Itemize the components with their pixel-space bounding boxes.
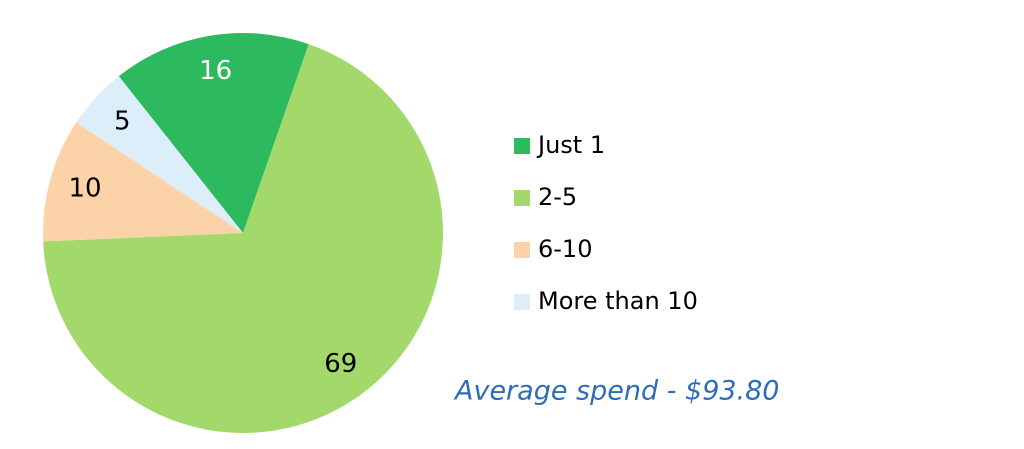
pie-slice	[43, 44, 443, 433]
legend-label: Just 1	[536, 131, 605, 159]
annotation: Average spend - $93.80	[453, 376, 780, 407]
legend-label: 2-5	[538, 183, 577, 211]
data-label: 16	[199, 56, 232, 86]
legend-label: More than 10	[538, 287, 698, 315]
legend-swatch	[514, 190, 530, 206]
data-label: 5	[114, 106, 131, 136]
legend-swatch	[514, 242, 530, 258]
legend-label: 6-10	[538, 235, 592, 263]
pie-slice	[43, 122, 243, 242]
pie-slice	[76, 76, 244, 233]
legend-swatch	[514, 294, 530, 310]
data-label: 10	[68, 173, 101, 203]
pie-slice	[118, 33, 309, 233]
data-label: 69	[324, 349, 357, 379]
legend-swatch	[514, 138, 530, 154]
